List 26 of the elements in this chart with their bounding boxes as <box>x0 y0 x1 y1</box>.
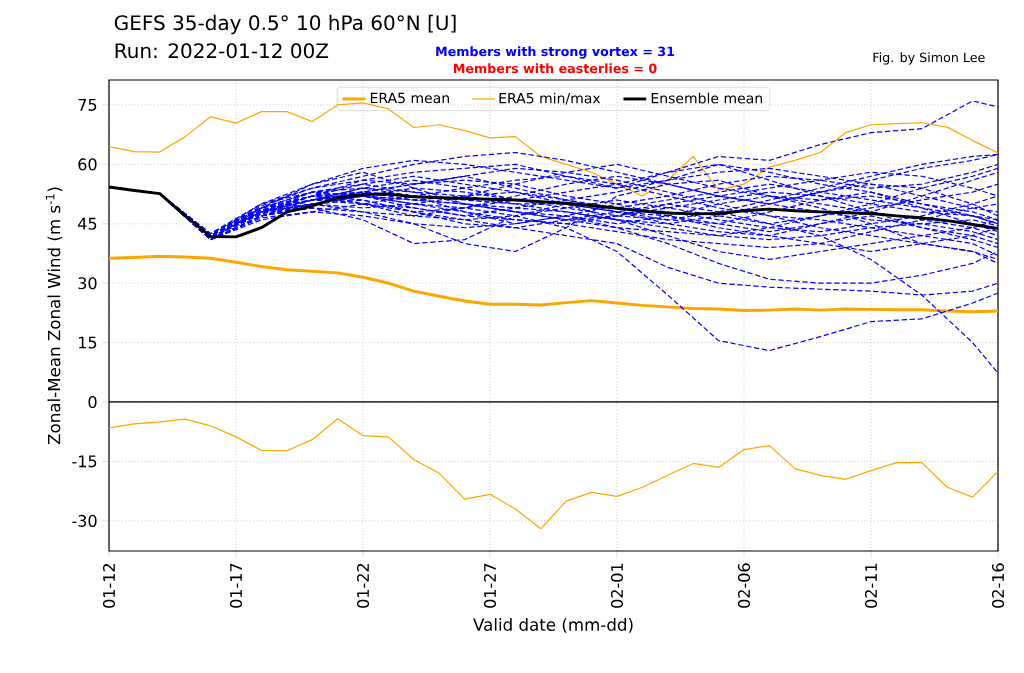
x-tick-label: 02-11 <box>864 563 878 608</box>
chart-title: GEFS 35-day 0.5° 10 hPa 60°N [U] <box>114 14 456 35</box>
y-tick-label: 0 <box>88 395 97 409</box>
x-tick-label: 01-12 <box>102 563 116 608</box>
x-tick-label: 02-01 <box>610 563 624 608</box>
text: Fig. by Simon Lee <box>873 52 985 65</box>
x-tick-label: 01-22 <box>356 563 370 608</box>
y-tick-label: 15 <box>79 336 97 349</box>
y-tick-label: 75 <box>78 98 97 111</box>
y-axis-title: Zonal-Mean Zonal Wind (m s$^{-1}$) <box>45 187 63 445</box>
x-tick-label: 02-16 <box>991 563 1005 608</box>
legend-label: ERA5 mean <box>370 92 449 104</box>
y-tick-label: -30 <box>72 514 97 527</box>
legend-label: ERA5 min/max <box>499 92 601 105</box>
y-tick-label: 60 <box>78 158 97 171</box>
y-tick-label: 30 <box>78 277 97 290</box>
x-axis-title: Valid date (mm-dd) <box>473 618 633 633</box>
x-tick-label: 01-27 <box>483 563 497 608</box>
y-tick-label: -15 <box>72 455 97 468</box>
x-tick-label: 02-06 <box>737 563 751 608</box>
text: Members with easterlies = 0 <box>453 63 657 74</box>
legend-label: Ensemble mean <box>651 92 762 104</box>
x-tick-label: 01-17 <box>229 563 243 608</box>
text: Members with strong vortex = 31 <box>436 46 675 59</box>
y-tick-label: 45 <box>78 217 97 230</box>
chart-subtitle: Run: 2022-01-12 00Z <box>115 43 329 59</box>
